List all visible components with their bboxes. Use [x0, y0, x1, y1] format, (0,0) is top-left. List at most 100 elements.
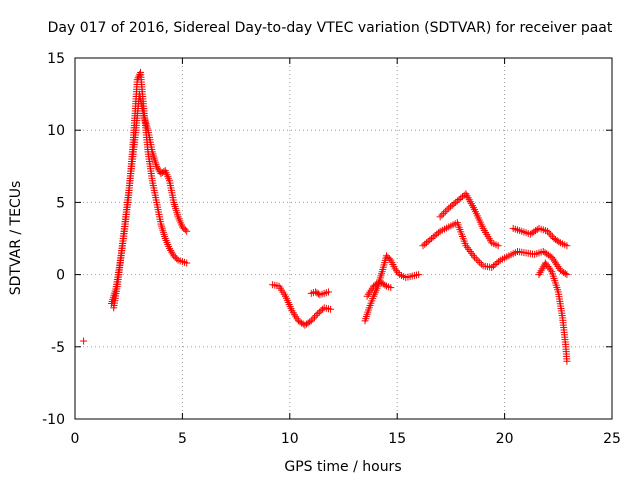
data-point — [489, 262, 497, 270]
data-point — [471, 253, 479, 261]
data-point — [428, 235, 436, 242]
data-point — [170, 252, 178, 260]
x-axis-label: GPS time / hours — [284, 459, 401, 475]
y-axis-label: SDTVAR / TECUs — [8, 181, 24, 296]
x-tick-label: 0 — [71, 431, 80, 447]
data-point — [545, 229, 553, 237]
data-point — [477, 260, 485, 268]
data-point — [173, 255, 181, 263]
data-point — [547, 266, 555, 274]
y-tick-label: 5 — [56, 195, 65, 211]
data-point — [307, 317, 315, 325]
data-point — [424, 237, 432, 245]
data-point — [154, 164, 162, 172]
data-point — [384, 253, 392, 261]
data-point — [563, 242, 571, 250]
data-point — [450, 200, 458, 208]
data-point — [317, 307, 325, 315]
data-point — [311, 313, 319, 321]
grid — [75, 58, 612, 419]
data-point — [433, 230, 441, 238]
x-tick-label: 20 — [496, 431, 514, 447]
y-tick-label: -10 — [42, 412, 65, 428]
data-point — [426, 236, 434, 244]
data-point — [155, 166, 163, 174]
x-tick-label: 5 — [178, 431, 187, 447]
data-point — [438, 211, 446, 219]
data-point — [171, 253, 179, 261]
data-point — [472, 255, 480, 263]
x-tick-label: 15 — [388, 431, 406, 447]
data-point — [493, 259, 501, 267]
data-point — [136, 70, 144, 78]
data-point — [181, 226, 189, 234]
plot-frame — [74, 57, 613, 420]
data-point — [381, 281, 389, 289]
data-point — [446, 203, 454, 211]
data-point — [309, 315, 317, 323]
data-point — [306, 318, 314, 326]
data-point — [547, 231, 555, 239]
y-tick-labels: -10 -5 0 5 10 15 — [42, 51, 65, 428]
data-point — [453, 197, 461, 205]
data-point — [455, 196, 463, 204]
data-point — [421, 240, 429, 248]
data-point — [555, 238, 563, 246]
data-point — [443, 206, 451, 214]
y-tick-label: -5 — [51, 340, 65, 356]
data-point — [180, 224, 188, 232]
data-point — [448, 201, 456, 209]
data-point — [153, 162, 161, 170]
data-point — [167, 246, 175, 254]
data-point — [494, 242, 502, 250]
data-point — [436, 213, 444, 221]
y-tick-label: 0 — [56, 268, 65, 284]
x-tick-label: 10 — [281, 431, 299, 447]
data-point — [452, 198, 460, 206]
data-point — [495, 258, 503, 266]
data-point — [385, 255, 393, 263]
data-point — [431, 232, 439, 240]
data-point — [476, 258, 484, 266]
data-point — [548, 233, 556, 241]
data-point — [458, 193, 466, 201]
chart-title: Day 017 of 2016, Sidereal Day-to-day VTE… — [48, 20, 613, 36]
data-point — [183, 259, 191, 267]
data-point — [327, 305, 335, 313]
data-point — [324, 288, 332, 296]
data-point — [429, 233, 437, 241]
data-point — [168, 248, 176, 256]
data-point — [80, 337, 88, 345]
data-point — [315, 308, 323, 316]
data-point — [488, 263, 496, 271]
data-point — [561, 270, 569, 278]
data-point — [563, 357, 571, 365]
ticks — [74, 57, 613, 420]
data-point — [422, 239, 430, 247]
x-tick-labels: 0 5 10 15 20 25 — [71, 431, 621, 447]
data-point — [314, 310, 322, 318]
data-points — [80, 68, 571, 365]
x-tick-label: 25 — [603, 431, 621, 447]
data-point — [434, 229, 442, 237]
data-point — [382, 252, 390, 260]
data-point — [415, 271, 423, 279]
data-point — [474, 257, 482, 265]
data-point — [319, 305, 327, 313]
data-point — [387, 284, 395, 292]
data-point — [457, 194, 465, 202]
data-point — [445, 204, 453, 212]
data-point — [491, 260, 499, 268]
data-point — [441, 208, 449, 216]
data-point — [544, 227, 552, 235]
data-point — [312, 311, 320, 319]
data-point — [183, 227, 191, 235]
y-tick-label: 10 — [47, 123, 65, 139]
data-point — [166, 245, 174, 253]
data-point — [440, 209, 448, 217]
y-tick-label: 15 — [47, 51, 65, 67]
data-point — [563, 271, 571, 279]
data-point — [419, 242, 427, 250]
